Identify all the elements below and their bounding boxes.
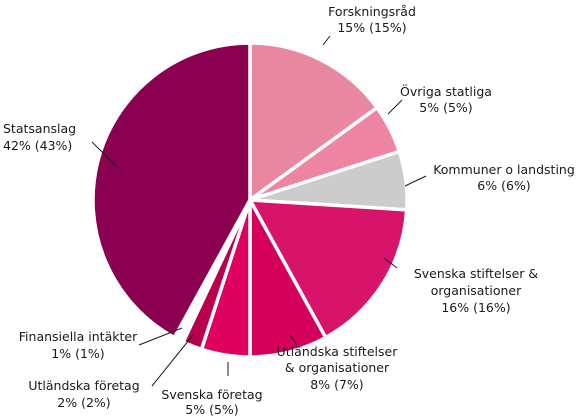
- slice-label-sv-stift-value: 16% (16%): [441, 300, 510, 315]
- label-statsanslag: Statsanslag 42% (43%): [3, 121, 76, 153]
- slice-label-utl-stift-name-1: Utländska stiftelser: [277, 344, 399, 359]
- slice-label-sv-stift-name-1: Svenska stiftelser &: [414, 266, 539, 281]
- slice-label-statsanslag-value: 42% (43%): [3, 138, 72, 153]
- label-kommuner: Kommuner o landsting 6% (6%): [433, 162, 575, 193]
- leader-line-utl_stift: [289, 334, 298, 346]
- leader-line-finansiella: [138, 327, 183, 346]
- leader-line-forskningsrad: [322, 35, 331, 46]
- slice-label-sv-foretag-name: Svenska företag: [161, 387, 262, 402]
- label-ovriga-statliga: Övriga statliga 5% (5%): [400, 83, 492, 115]
- label-utlandska-stiftelser: Utländska stiftelser & organisationer 8%…: [277, 344, 399, 392]
- slice-label-utl-stift-name-2: & organisationer: [285, 360, 390, 375]
- slice-label-ovriga-name: Övriga statliga: [400, 83, 492, 99]
- slice-label-sv-stift-name-2: organisationer: [431, 283, 522, 298]
- slice-label-finansiella-name: Finansiella intäkter: [19, 329, 138, 344]
- slice-label-sv-foretag-value: 5% (5%): [185, 402, 238, 417]
- label-forskningsrad: Forskningsråd 15% (15%): [328, 4, 416, 35]
- slice-label-statsanslag-name: Statsanslag: [3, 121, 76, 136]
- slice-label-utl-foretag-name: Utländska företag: [28, 378, 139, 393]
- leader-lines: [91, 35, 427, 387]
- slice-label-kommuner-name: Kommuner o landsting: [433, 162, 575, 177]
- leader-line-utl_foretag: [151, 334, 194, 387]
- slice-label-ovriga-value: 5% (5%): [419, 100, 472, 115]
- slice-label-forskningsrad-name: Forskningsråd: [328, 4, 416, 19]
- pie-slice-sv_stift: [246, 198, 409, 340]
- label-svenska-stiftelser: Svenska stiftelser & organisationer 16% …: [414, 266, 539, 315]
- slice-label-forskningsrad-value: 15% (15%): [337, 20, 406, 35]
- slice-label-finansiella-value: 1% (1%): [51, 346, 104, 361]
- leader-line-kommuner: [404, 175, 427, 187]
- label-finansiella: Finansiella intäkter 1% (1%): [19, 329, 138, 361]
- pie-slice-statsanslag: [91, 41, 252, 340]
- slice-label-utl-foretag-value: 2% (2%): [57, 395, 110, 410]
- leader-line-sv_stift: [383, 257, 398, 269]
- label-svenska-foretag: Svenska företag 5% (5%): [161, 387, 262, 417]
- label-utlandska-foretag: Utländska företag 2% (2%): [28, 378, 139, 410]
- pie-slices: [91, 41, 409, 359]
- leader-line-ovriga: [387, 99, 403, 115]
- slice-label-utl-stift-value: 8% (7%): [310, 377, 363, 392]
- pie-slice-forskningsrad: [248, 41, 380, 204]
- slice-label-kommuner-value: 6% (6%): [477, 178, 530, 193]
- leader-line-statsanslag: [91, 141, 118, 168]
